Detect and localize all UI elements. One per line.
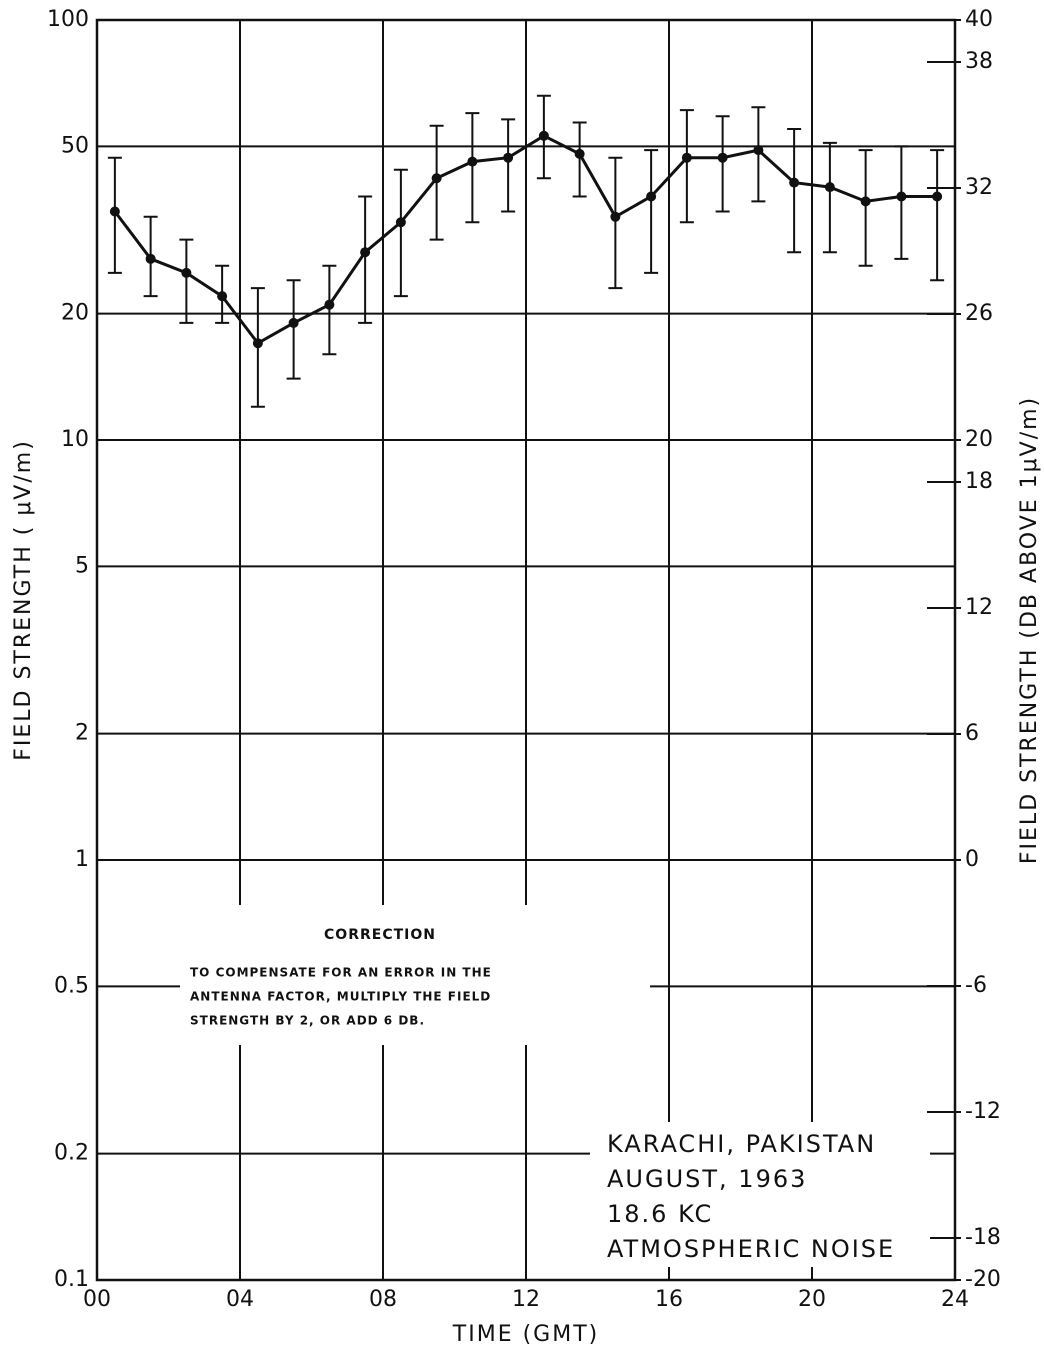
correction-box [180, 905, 650, 1045]
data-point [145, 253, 156, 264]
error-bar [179, 238, 194, 324]
correction-title: CORRECTION [324, 927, 436, 943]
data-point [860, 196, 871, 207]
x-tick-label: 12 [512, 1287, 540, 1312]
y2-tick-label: 40 [965, 7, 993, 32]
data-point [288, 317, 299, 328]
station-line: ATMOSPHERIC NOISE [607, 1235, 895, 1263]
x-tick-label: 00 [83, 1287, 111, 1312]
correction-line: TO COMPENSATE FOR AN ERROR IN THE [190, 966, 492, 980]
data-point [431, 173, 442, 184]
y-tick-label: 5 [75, 553, 89, 578]
y-tick-label: 100 [47, 7, 89, 32]
y2-tick-label: 32 [965, 175, 993, 200]
x-tick-label: 16 [655, 1287, 683, 1312]
y-tick-label: 1 [75, 847, 89, 872]
y-tick-label: 0.5 [54, 973, 89, 998]
correction-line: ANTENNA FACTOR, MULTIPLY THE FIELD [190, 990, 491, 1004]
x-tick-label: 24 [941, 1287, 969, 1312]
y2-tick-label: -18 [965, 1225, 1001, 1250]
y2-tick-label: 12 [965, 595, 993, 620]
x-tick-label: 20 [798, 1287, 826, 1312]
data-point [503, 152, 514, 163]
data-point [896, 191, 907, 202]
data-point [360, 247, 371, 258]
y-tick-label: 0.2 [54, 1141, 89, 1166]
y-tick-label: 0.1 [54, 1267, 89, 1292]
error-bar [501, 118, 516, 213]
y2-tick-label: -6 [965, 973, 987, 998]
error-bar [465, 112, 480, 224]
station-line: KARACHI, PAKISTAN [607, 1130, 876, 1158]
data-point [395, 217, 406, 228]
y2-tick-label: 26 [965, 301, 993, 326]
x-axis-title: TIME (GMT) [452, 1322, 599, 1347]
data-point [753, 145, 764, 156]
error-bar [787, 128, 802, 254]
error-bar [644, 149, 659, 274]
data-point [252, 338, 263, 349]
data-point [574, 148, 585, 159]
error-bar [572, 121, 587, 198]
data-point [324, 299, 335, 310]
data-point [681, 152, 692, 163]
error-bar [608, 156, 623, 290]
data-point [789, 177, 800, 188]
error-bar [286, 279, 301, 380]
data-point [646, 191, 657, 202]
station-line: AUGUST, 1963 [607, 1165, 807, 1193]
y2-tick-label: 18 [965, 469, 993, 494]
y-tick-label: 20 [61, 301, 89, 326]
station-box [590, 1122, 930, 1267]
y-tick-label: 2 [75, 721, 89, 746]
error-bar [894, 145, 909, 260]
error-bar [822, 141, 837, 254]
data-point [824, 182, 835, 193]
y2-tick-label: -12 [965, 1099, 1001, 1124]
y2-tick-label: 6 [965, 721, 979, 746]
error-bar [679, 109, 694, 224]
x-tick-label: 04 [226, 1287, 254, 1312]
y2-tick-label: 20 [965, 427, 993, 452]
data-point [217, 291, 228, 302]
y2-axis-title: FIELD STRENGTH (DB ABOVE 1μV/m) [1017, 396, 1042, 864]
data-line [113, 134, 938, 346]
data-point [109, 206, 120, 217]
correction-line: STRENGTH BY 2, OR ADD 6 DB. [190, 1014, 425, 1028]
error-bar [358, 195, 373, 324]
x-tick-label: 08 [369, 1287, 397, 1312]
data-point [181, 267, 192, 278]
data-point [717, 152, 728, 163]
plot-frame [95, 18, 957, 1282]
error-bar [858, 149, 873, 267]
error-bar [393, 168, 408, 298]
y2-tick-label: 38 [965, 49, 993, 74]
y2-tick-label: -20 [965, 1267, 1001, 1292]
data-point [932, 191, 943, 202]
y-axis-title: FIELD STRENGTH ( μV/m) [11, 439, 36, 761]
error-bar [322, 264, 337, 356]
y-tick-label: 10 [61, 427, 89, 452]
station-line: 18.6 KC [607, 1200, 713, 1228]
y2-tick-label: 0 [965, 847, 979, 872]
error-bar [715, 115, 730, 213]
y-tick-label: 50 [61, 133, 89, 158]
error-bar [930, 149, 945, 282]
data-point [610, 211, 621, 222]
data-point [467, 156, 478, 167]
data-point [538, 130, 549, 141]
